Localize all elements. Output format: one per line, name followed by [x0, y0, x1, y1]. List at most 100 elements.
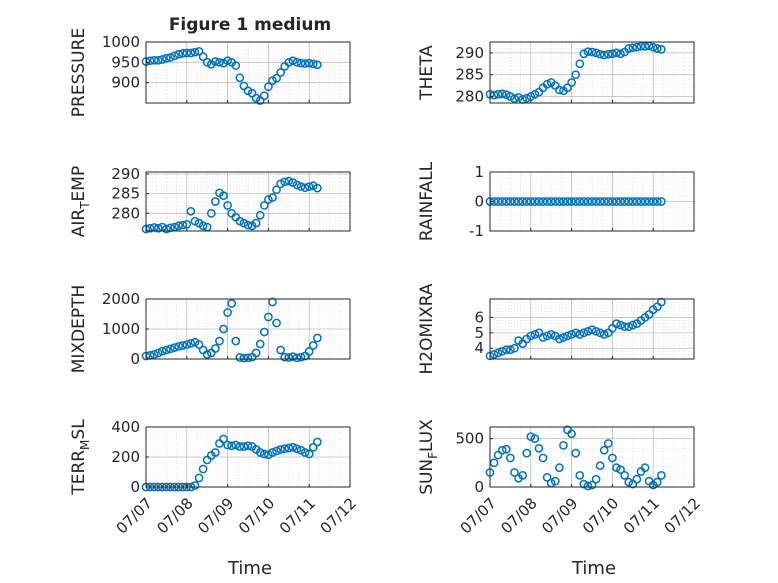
y-tick-label: 1	[474, 163, 484, 181]
data-point	[612, 48, 621, 58]
data-point	[648, 42, 658, 52]
data-point	[219, 191, 228, 200]
data-point	[603, 197, 613, 206]
data-point	[292, 353, 302, 363]
data-point	[567, 429, 576, 439]
data-point	[493, 89, 503, 99]
y-tick-label: 0	[130, 478, 140, 496]
y-tick-label: 200	[111, 448, 140, 466]
data-point	[599, 197, 609, 206]
data-point	[313, 183, 322, 193]
y-tick-label: 4	[474, 339, 484, 357]
data-point	[624, 44, 634, 53]
x-tick-label: 07/12	[317, 494, 360, 537]
data-point	[550, 476, 560, 486]
data-point	[202, 57, 212, 67]
data-point	[194, 340, 204, 349]
data-point	[268, 297, 277, 307]
data-point	[603, 49, 613, 59]
y-tick-label: 285	[455, 66, 484, 84]
data-point	[571, 448, 581, 458]
y-tick-label: 6	[474, 308, 484, 326]
data-point	[157, 55, 167, 64]
data-point	[657, 197, 666, 206]
data-point	[632, 474, 642, 484]
data-point	[628, 43, 638, 53]
data-point	[555, 197, 564, 206]
data-point	[497, 346, 507, 356]
x-axis-label-left: Time	[227, 558, 272, 579]
data-point	[599, 330, 609, 339]
data-point	[166, 53, 175, 62]
y-tick-label: 285	[111, 185, 140, 203]
data-point	[616, 465, 625, 474]
data-point	[587, 480, 597, 490]
data-point	[259, 91, 269, 101]
data-point	[174, 342, 183, 351]
data-point	[628, 320, 638, 330]
y-tick-label: 5	[474, 324, 484, 342]
data-point	[530, 197, 540, 206]
data-point	[620, 322, 629, 332]
data-point	[657, 45, 666, 54]
y-axis-label: AIRTEMP	[69, 166, 92, 237]
x-tick-label: 07/12	[661, 494, 704, 537]
data-point	[227, 299, 237, 308]
data-point	[211, 448, 220, 457]
data-point	[652, 477, 662, 487]
y-axis-label: H2OMIXRA	[417, 283, 437, 374]
data-point	[640, 197, 650, 206]
data-point	[522, 448, 532, 458]
data-point	[186, 48, 196, 58]
x-tick-label: 07/09	[194, 494, 237, 537]
data-point	[215, 57, 224, 67]
data-point	[612, 463, 621, 472]
data-point	[612, 197, 621, 206]
data-point	[264, 82, 273, 92]
data-point	[166, 344, 175, 354]
data-point	[538, 453, 548, 463]
data-point	[546, 197, 556, 206]
data-point	[259, 449, 269, 459]
x-tick-label: 07/10	[579, 494, 622, 537]
data-point	[632, 197, 642, 206]
data-point	[178, 220, 188, 230]
y-axis-label: TERRMSL	[69, 419, 92, 496]
data-point	[599, 50, 609, 60]
data-point	[198, 52, 208, 61]
data-point	[595, 197, 605, 206]
data-point	[608, 49, 617, 59]
data-point	[284, 353, 294, 362]
data-point	[575, 59, 585, 69]
data-point	[538, 333, 548, 342]
data-point	[304, 449, 314, 459]
data-point	[579, 479, 589, 489]
data-point	[608, 197, 617, 206]
data-point	[624, 197, 634, 206]
data-point	[243, 441, 253, 451]
data-point	[292, 180, 302, 190]
data-point	[276, 345, 285, 355]
x-tick-label: 07/07	[113, 494, 156, 537]
data-point	[624, 322, 634, 332]
data-point	[300, 183, 310, 193]
data-point	[296, 352, 306, 362]
data-point	[304, 182, 314, 191]
data-point	[231, 336, 241, 346]
y-tick-label: 500	[455, 430, 484, 448]
data-point	[497, 445, 507, 455]
data-point	[648, 197, 658, 206]
y-axis-label: MIXDEPTH	[69, 285, 89, 374]
data-point	[255, 339, 265, 349]
data-point	[636, 42, 646, 51]
data-point	[559, 197, 568, 206]
data-point	[575, 330, 585, 339]
y-tick-label: 1000	[102, 33, 140, 51]
data-point	[231, 61, 241, 70]
data-point	[190, 481, 200, 490]
data-point	[652, 44, 662, 53]
data-point	[223, 440, 232, 450]
data-point	[186, 339, 196, 348]
data-point	[276, 179, 285, 189]
data-point	[243, 353, 253, 363]
